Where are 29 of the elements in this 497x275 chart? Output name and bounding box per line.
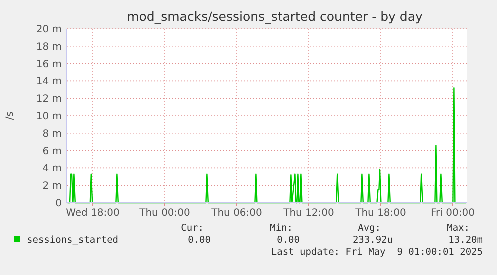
y-tick-label: 18 m	[36, 42, 62, 53]
x-tick-label: Thu 12:00	[282, 208, 334, 219]
text: Avg:	[358, 223, 381, 234]
y-axis-title: /s	[5, 112, 16, 120]
text: 0.00	[277, 235, 300, 246]
y-tick-label: 6 m	[42, 146, 62, 158]
legend-label: sessions_started	[27, 235, 119, 246]
x-tick-label: Thu 00:00	[138, 208, 190, 219]
x-tick-label: Fri 00:00	[431, 208, 475, 219]
y-tick-label: 16 m	[36, 59, 62, 70]
text: Last update: Fri May 9 01:00:01 2025	[271, 247, 483, 258]
y-tick-label: 0	[56, 198, 62, 210]
y-tick-label: 8 m	[42, 128, 62, 140]
y-tick-label: 12 m	[36, 94, 62, 106]
x-tick-label: Thu 18:00	[354, 208, 406, 219]
text: 233.92u	[352, 235, 393, 246]
chart-title: mod_smacks/sessions_started counter - by day	[127, 9, 424, 24]
y-tick-label: 14 m	[36, 76, 62, 88]
y-tick-label: 4 m	[42, 164, 62, 175]
text: 13.20m	[448, 235, 484, 246]
x-tick-label: Wed 18:00	[66, 208, 120, 219]
x-tick-label: Thu 06:00	[210, 208, 262, 219]
y-tick-label: 2 m	[42, 181, 62, 192]
text: Min:	[270, 223, 293, 234]
y-tick-label: 20 m	[36, 24, 62, 36]
y-tick-label: 10 m	[36, 112, 62, 122]
text: Cur:	[181, 223, 204, 234]
text: 0.00	[188, 235, 212, 246]
text: Max:	[447, 223, 470, 234]
